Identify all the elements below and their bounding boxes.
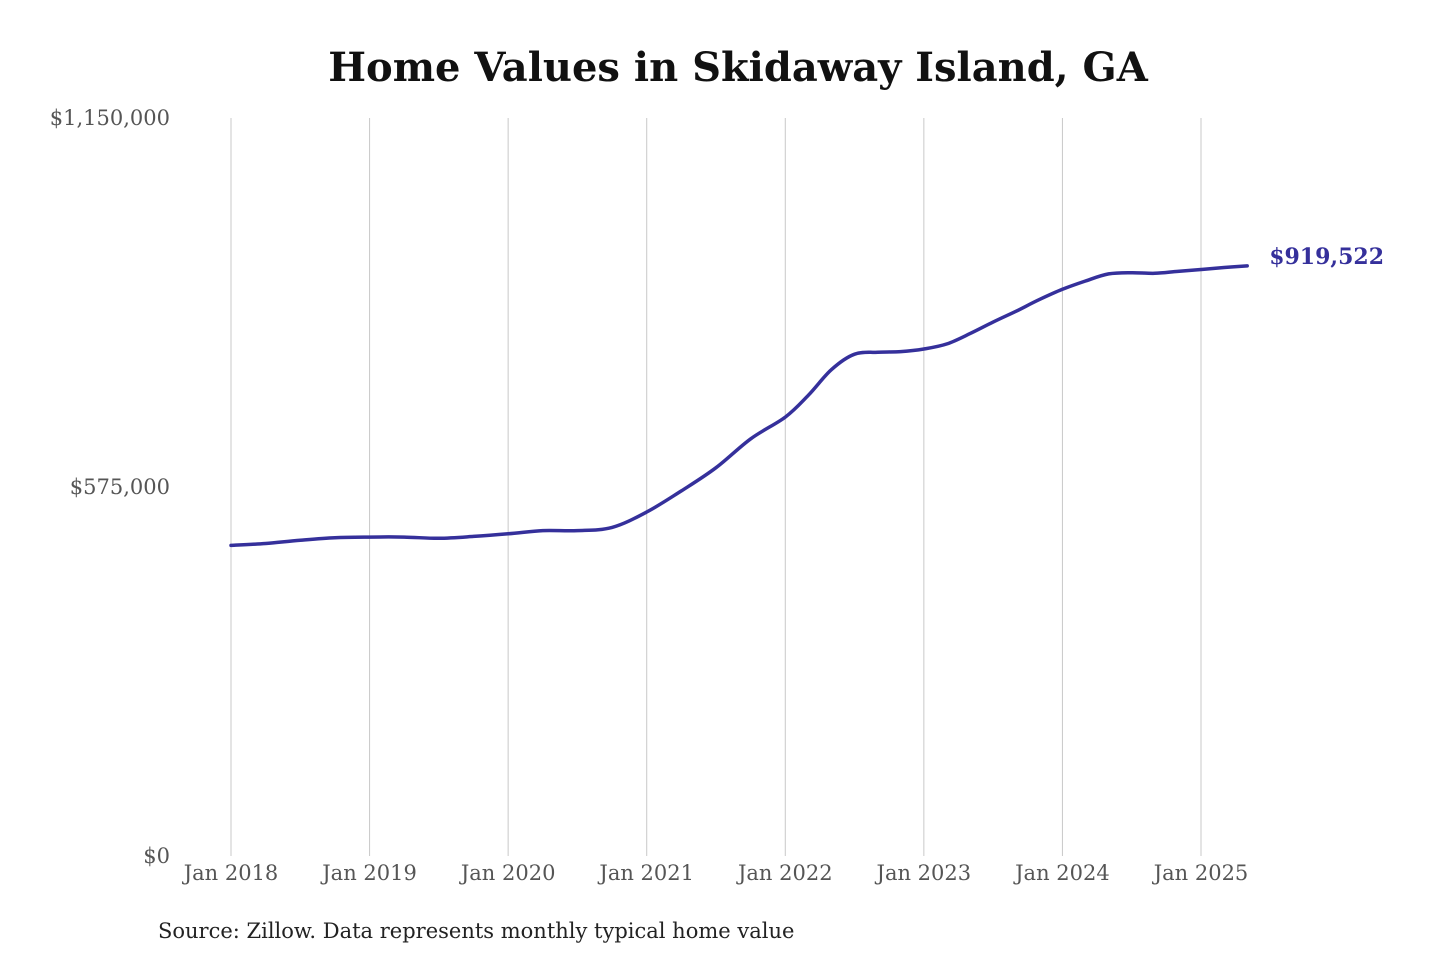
x-tick-label: Jan 2022 (736, 861, 833, 885)
x-tick-label: Jan 2019 (320, 861, 417, 885)
y-tick-label: $0 (143, 844, 170, 868)
y-axis: $0 $575,000 $1,150,000 (50, 106, 170, 868)
series-line-home-value (229, 264, 1249, 548)
chart-title: Home Values in Skidaway Island, GA (328, 44, 1148, 91)
gridlines (230, 118, 1202, 856)
x-tick-label: Jan 2020 (459, 861, 556, 885)
x-tick-label: Jan 2025 (1152, 861, 1249, 885)
end-value-label: $919,522 (1269, 244, 1384, 270)
y-tick-label: $575,000 (70, 475, 170, 499)
x-tick-label: Jan 2021 (597, 861, 694, 885)
x-axis: Jan 2018 Jan 2019 Jan 2020 Jan 2021 Jan 2022… (182, 861, 1249, 885)
y-tick-label: $1,150,000 (50, 106, 170, 130)
x-tick-label: Jan 2018 (182, 861, 279, 885)
source-note: Source: Zillow. Data represents monthly … (158, 919, 794, 943)
x-tick-label: Jan 2023 (875, 861, 972, 885)
x-tick-label: Jan 2024 (1013, 861, 1110, 885)
